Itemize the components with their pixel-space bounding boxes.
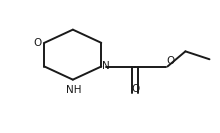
Text: O: O	[131, 84, 139, 94]
Text: NH: NH	[66, 85, 82, 95]
Text: O: O	[166, 56, 175, 66]
Text: O: O	[33, 38, 41, 48]
Text: N: N	[102, 61, 110, 71]
